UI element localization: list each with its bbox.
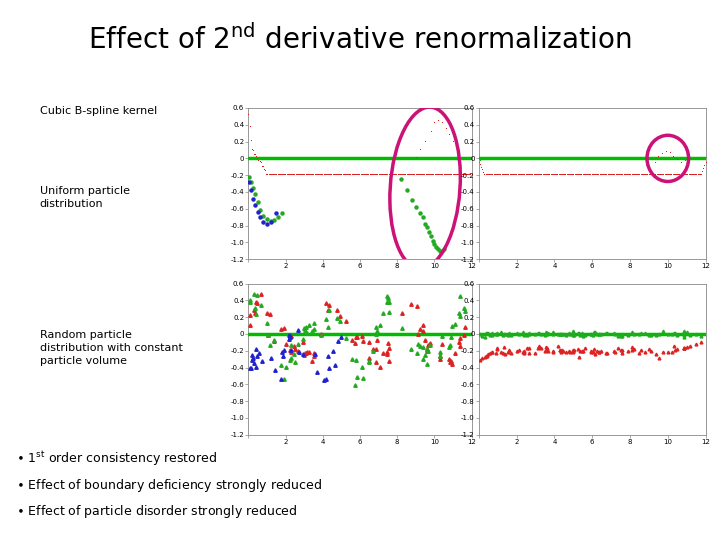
Text: Effect of 2$^\mathregular{nd}$ derivative renormalization: Effect of 2$^\mathregular{nd}$ derivativ… xyxy=(89,24,631,55)
Text: $\bullet$ 1$^\mathregular{st}$ order consistency restored: $\bullet$ 1$^\mathregular{st}$ order con… xyxy=(16,450,217,468)
Text: Uniform particle
distribution: Uniform particle distribution xyxy=(40,186,130,208)
Text: Cubic B-spline kernel: Cubic B-spline kernel xyxy=(40,106,157,116)
Text: Random particle
distribution with constant
particle volume: Random particle distribution with consta… xyxy=(40,330,182,367)
Text: $\bullet$ Effect of particle disorder strongly reduced: $\bullet$ Effect of particle disorder st… xyxy=(16,503,297,521)
Text: $\bullet$ Effect of boundary deficiency strongly reduced: $\bullet$ Effect of boundary deficiency … xyxy=(16,477,322,495)
